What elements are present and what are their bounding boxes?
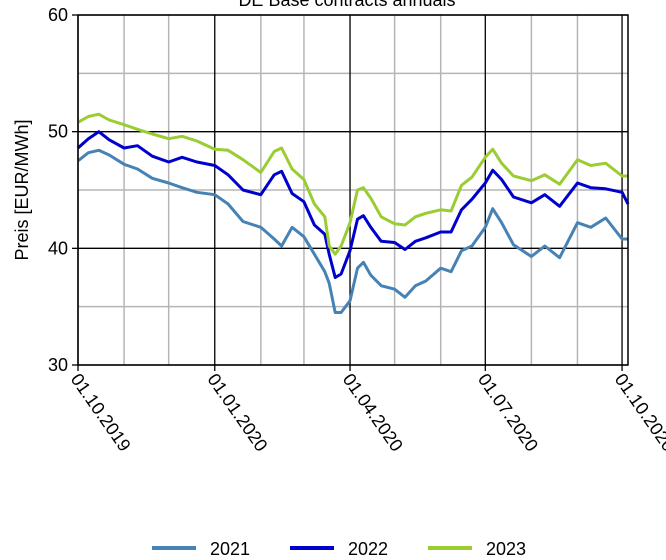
chart-title: DE Base contracts annuals	[238, 0, 455, 10]
legend-label-2023: 2023	[486, 539, 526, 559]
series-line-2023	[77, 112, 628, 256]
plot-frame	[77, 14, 629, 366]
legend-label-2022: 2022	[348, 539, 388, 559]
x-tick-label: 01.01.2020	[203, 370, 271, 455]
y-tick-label: 30	[48, 355, 68, 375]
y-tick-label: 40	[48, 238, 68, 258]
legend-label-2021: 2021	[210, 539, 250, 559]
y-tick-label: 60	[48, 5, 68, 25]
series-line-2021	[77, 148, 628, 314]
x-axis-ticks: 01.10.2019 01.01.2020 01.04.2020 01.07.2020…	[67, 365, 666, 455]
legend: 2021 2022 2023	[152, 539, 526, 559]
minor-gridlines	[78, 15, 628, 365]
x-tick-label: 01.04.2020	[339, 370, 407, 455]
x-tick-label: 01.10.2019	[67, 370, 135, 455]
y-tick-label: 50	[48, 122, 68, 142]
series-layer	[77, 112, 630, 314]
x-tick-label: 01.07.2020	[474, 370, 542, 455]
y-axis-ticks: 30 40 50 60	[48, 5, 78, 375]
x-tick-label: 01.10.2020	[611, 370, 666, 455]
y-axis-title: Preis [EUR/MWh]	[12, 119, 32, 260]
series-line-2022	[77, 130, 630, 279]
